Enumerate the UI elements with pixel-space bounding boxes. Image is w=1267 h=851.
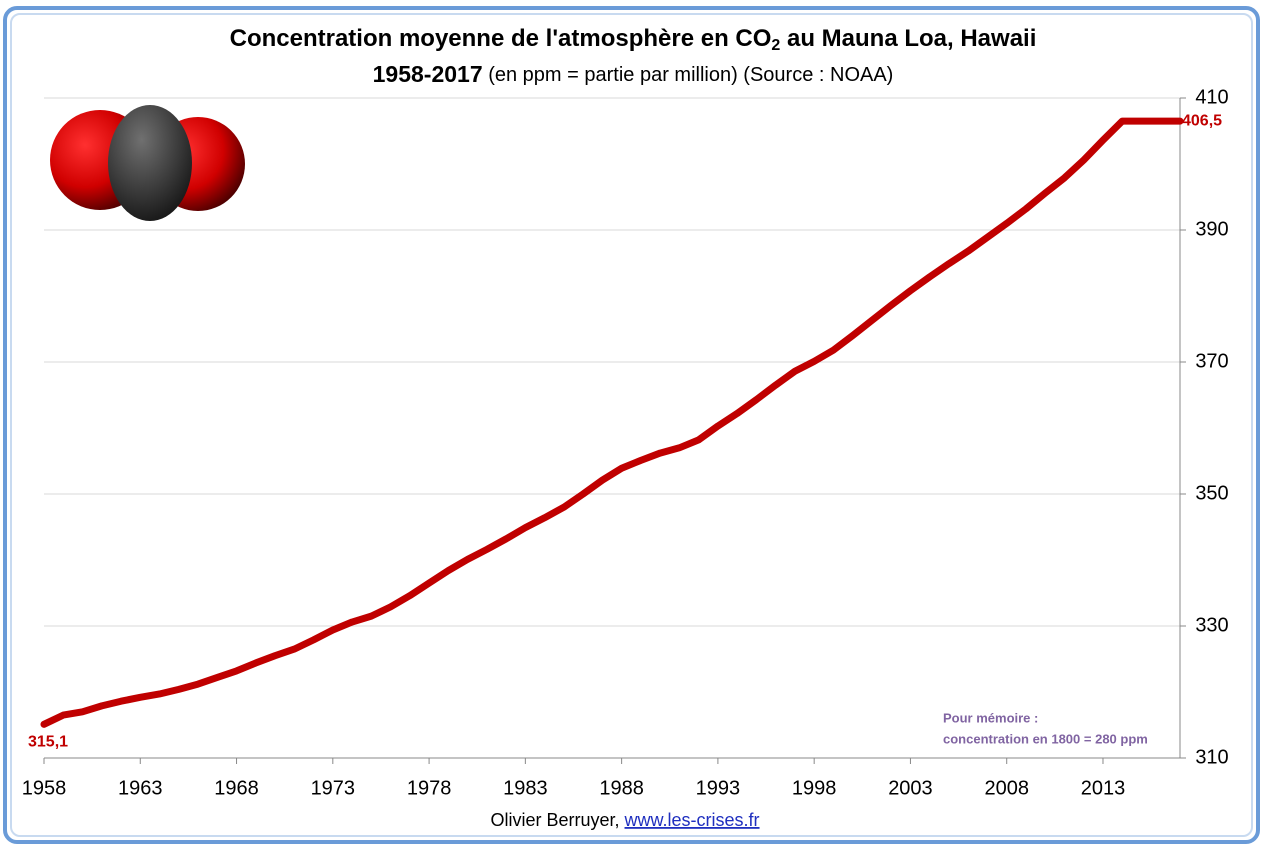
frame — [3, 6, 1260, 844]
title-subscript: 2 — [771, 37, 780, 54]
y-tick-label: 330 — [1195, 614, 1228, 636]
x-tick-label: 2008 — [984, 777, 1029, 799]
x-tick-label: 1993 — [696, 777, 741, 799]
y-tick-label: 310 — [1195, 746, 1228, 768]
x-tick-label: 1958 — [22, 777, 67, 799]
subtitle-years: 1958-2017 — [373, 61, 483, 87]
x-tick-label: 1978 — [407, 777, 452, 799]
title-part: au Mauna Loa, Hawaii — [780, 25, 1036, 52]
x-tick-label: 1968 — [214, 777, 259, 799]
x-tick-label: 1983 — [503, 777, 548, 799]
subtitle-source: (Source : NOAA) — [738, 64, 894, 86]
y-tick-label: 410 — [1195, 86, 1228, 108]
x-tick-label: 1973 — [311, 777, 356, 799]
footer: Olivier Berruyer, www.les-crises.fr — [490, 810, 759, 830]
data-line — [40, 117, 1184, 728]
y-tick-label: 370 — [1195, 350, 1228, 372]
footer-link[interactable]: www.les-crises.fr — [624, 810, 760, 830]
x-tick-label: 1988 — [599, 777, 644, 799]
x-tick-label: 2013 — [1081, 777, 1126, 799]
data-label: 315,1 — [28, 734, 68, 751]
y-tick-label: 350 — [1195, 482, 1228, 504]
chart-title: Concentration moyenne de l'atmosphère en… — [230, 25, 1037, 54]
x-tick-label: 1998 — [792, 777, 837, 799]
annotation: concentration en 1800 = 280 ppm — [943, 731, 1148, 746]
x-tick-label: 2003 — [888, 777, 933, 799]
title-part: Concentration moyenne de l'atmosphère en… — [230, 25, 772, 52]
co2-molecule — [50, 105, 245, 221]
frame-inner — [10, 13, 1253, 837]
data-label: 406,5 — [1182, 112, 1222, 129]
subtitle-unit: (en ppm = partie par million) — [483, 64, 738, 86]
chart-subtitle: 1958-2017 (en ppm = partie par million) … — [373, 61, 894, 87]
x-tick-label: 1963 — [118, 777, 163, 799]
footer-author: Olivier Berruyer, — [490, 810, 619, 830]
y-tick-label: 390 — [1195, 218, 1228, 240]
annotation: Pour mémoire : — [943, 710, 1038, 725]
